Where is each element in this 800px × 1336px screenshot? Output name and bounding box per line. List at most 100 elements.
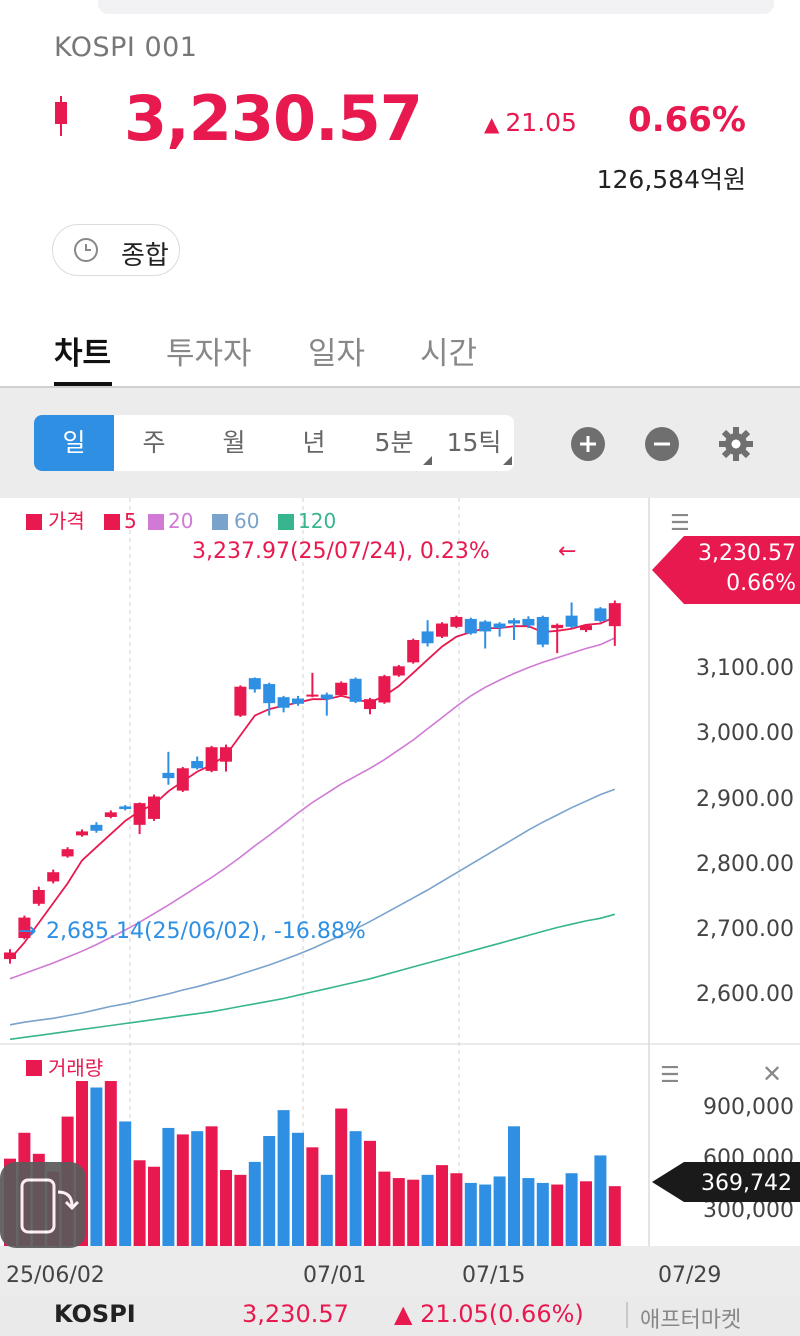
candle: [522, 616, 535, 629]
candle: [76, 829, 88, 837]
candle-body: [32, 889, 45, 904]
after-market-label[interactable]: 애프터마켓: [640, 1308, 742, 1333]
candle: [248, 677, 261, 693]
legend-swatch-ma20: [148, 514, 164, 530]
candle: [407, 638, 420, 664]
candle-body: [551, 624, 564, 629]
candle-body: [47, 872, 60, 882]
volume-bar: [320, 1174, 333, 1246]
volume-bar: [407, 1179, 420, 1246]
period-year[interactable]: 년: [302, 428, 326, 457]
volume-bar: [133, 1160, 146, 1246]
candle: [335, 681, 348, 697]
tab-investor[interactable]: 투자자: [166, 336, 252, 372]
candle: [493, 622, 506, 637]
plus-icon[interactable]: [570, 426, 606, 462]
minus-icon[interactable]: [644, 426, 680, 462]
price-tick: 3,100.00: [696, 656, 794, 681]
volume-bar: [364, 1140, 376, 1246]
candle-body: [248, 678, 261, 690]
period-month[interactable]: 월: [222, 428, 246, 457]
volume-bar: [90, 1087, 103, 1246]
candle-body: [18, 917, 31, 938]
candle-body: [364, 699, 376, 710]
candle-body: [608, 603, 621, 627]
clock-icon: [74, 238, 98, 262]
x-axis-label: 25/06/02: [6, 1263, 105, 1288]
high-annotation: 3,237.97(25/07/24), 0.23%: [192, 539, 490, 564]
candle: [176, 766, 189, 792]
volume-bar: [191, 1131, 204, 1246]
candle-body: [61, 849, 74, 857]
candle-body: [335, 682, 348, 696]
candle-body: [263, 684, 276, 704]
candle-body: [205, 747, 218, 771]
candle: [508, 618, 520, 640]
candle-body: [176, 768, 189, 791]
candle-body: [119, 806, 132, 810]
volume-tick: 900,000: [703, 1095, 794, 1120]
period-15tick[interactable]: 15틱: [434, 415, 514, 471]
legend-ma20: 20: [168, 509, 193, 533]
legend-swatch-ma60: [212, 514, 228, 530]
period-week[interactable]: 주: [142, 428, 166, 457]
menu-icon[interactable]: ☰: [670, 511, 690, 536]
volume-bar: [176, 1134, 189, 1246]
rotate-screen-button[interactable]: [0, 1162, 86, 1248]
volume-bar: [580, 1181, 592, 1246]
volume-bar: [508, 1126, 520, 1246]
volume-bar: [436, 1165, 448, 1246]
candle-body: [104, 812, 117, 817]
dropdown-corner-icon: [423, 456, 432, 465]
candle: [436, 622, 448, 638]
ticker-divider: [626, 1302, 628, 1328]
volume-bar: [608, 1186, 621, 1246]
candle-body: [536, 616, 549, 645]
candle-body: [464, 618, 477, 634]
tab-daily[interactable]: 일자: [308, 336, 366, 372]
candle: [191, 756, 204, 770]
tab-chart[interactable]: 차트: [54, 336, 112, 372]
high-arrow-icon: ←: [558, 539, 576, 564]
price-change-value: 21.05: [505, 108, 577, 137]
candle: [148, 794, 160, 821]
current-price: 3,230.57: [124, 82, 423, 155]
volume-bar: [234, 1174, 247, 1246]
volume-bar: [277, 1110, 290, 1246]
tab-time[interactable]: 시간: [420, 336, 478, 372]
current-volume-tag: 369,742: [652, 1162, 800, 1202]
candle: [320, 692, 333, 716]
candle: [4, 949, 16, 964]
bottom-ticker-bar: KOSPI 3,230.57 ▲ 21.05(0.66%) 애프터마켓: [0, 1296, 800, 1336]
volume-bar: [119, 1121, 132, 1246]
candle: [421, 620, 434, 647]
close-icon[interactable]: ✕: [762, 1060, 782, 1088]
candle-body: [522, 618, 535, 626]
legend-swatch-ma120: [278, 514, 294, 530]
candle-body: [162, 772, 175, 779]
legend-swatch-ma5: [104, 514, 120, 530]
dropdown-corner-icon: [503, 456, 512, 465]
legend-ma5: 5: [124, 509, 137, 533]
ma60-line: [9, 788, 616, 1026]
period-day[interactable]: 일: [34, 415, 114, 471]
candle: [608, 600, 621, 646]
volume-bar: [248, 1161, 261, 1246]
candle: [580, 624, 592, 633]
candle-body: [565, 615, 578, 627]
candle-body: [450, 616, 463, 627]
market-mode-button[interactable]: 종합: [52, 224, 180, 276]
volume-bar: [104, 1081, 117, 1246]
volume-bar: [220, 1169, 232, 1246]
price-tick: 2,900.00: [696, 787, 794, 812]
legend-price: 가격: [48, 509, 85, 533]
volume-tag-value: 369,742: [701, 1171, 792, 1196]
candlestick-chart[interactable]: 가격 5 20 60 120 3,237.97(25/07/24), 0.23%…: [0, 498, 800, 1298]
ma5-line: [9, 616, 616, 960]
volume-menu-icon[interactable]: ☰: [660, 1063, 680, 1088]
volume-title: 거래량: [48, 1056, 103, 1080]
price-change-percent: 0.66%: [628, 100, 746, 140]
period-5min[interactable]: 5분: [354, 415, 434, 471]
gear-icon[interactable]: [718, 426, 754, 462]
volume-tick: 300,000: [703, 1198, 794, 1223]
